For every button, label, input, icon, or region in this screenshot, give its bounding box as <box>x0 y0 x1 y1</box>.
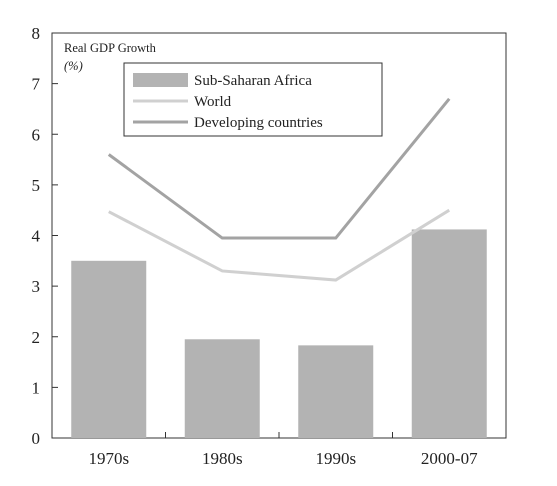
bar-1980s <box>184 339 260 438</box>
x-axis: 1970s 1980s 1990s 2000-07 <box>88 432 478 468</box>
bar-2000-07 <box>411 229 487 438</box>
legend-label: Sub-Saharan Africa <box>194 73 312 89</box>
y-tick-label: 4 <box>32 227 41 246</box>
y-tick-label: 8 <box>32 24 41 43</box>
legend-swatch <box>133 73 188 87</box>
legend-label: World <box>194 94 232 110</box>
line-series <box>108 208 451 282</box>
y-axis-label: Real GDP Growth <box>64 41 157 55</box>
y-tick-label: 2 <box>32 328 41 347</box>
y-tick-label: 0 <box>32 429 41 448</box>
y-tick-label: 1 <box>32 378 41 397</box>
y-axis-unit: (%) <box>64 59 83 73</box>
x-tick-label: 2000-07 <box>421 449 478 468</box>
bar-1990s <box>298 345 374 438</box>
line-series <box>107 97 451 240</box>
y-tick-label: 5 <box>32 176 41 195</box>
x-tick-label: 1970s <box>88 449 129 468</box>
x-tick-label: 1980s <box>202 449 243 468</box>
x-tick-label: 1990s <box>315 449 356 468</box>
lines <box>107 97 451 282</box>
y-tick-label: 7 <box>32 75 41 94</box>
y-tick-label: 3 <box>32 277 41 296</box>
y-tick-label: 6 <box>32 125 41 144</box>
legend-label: Developing countries <box>194 115 323 131</box>
bars <box>71 229 487 438</box>
y-axis: 0 1 2 3 4 5 6 7 8 <box>32 24 58 448</box>
bar-1970s <box>71 260 147 438</box>
legend: Sub-Saharan Africa World Developing countr… <box>123 62 383 137</box>
